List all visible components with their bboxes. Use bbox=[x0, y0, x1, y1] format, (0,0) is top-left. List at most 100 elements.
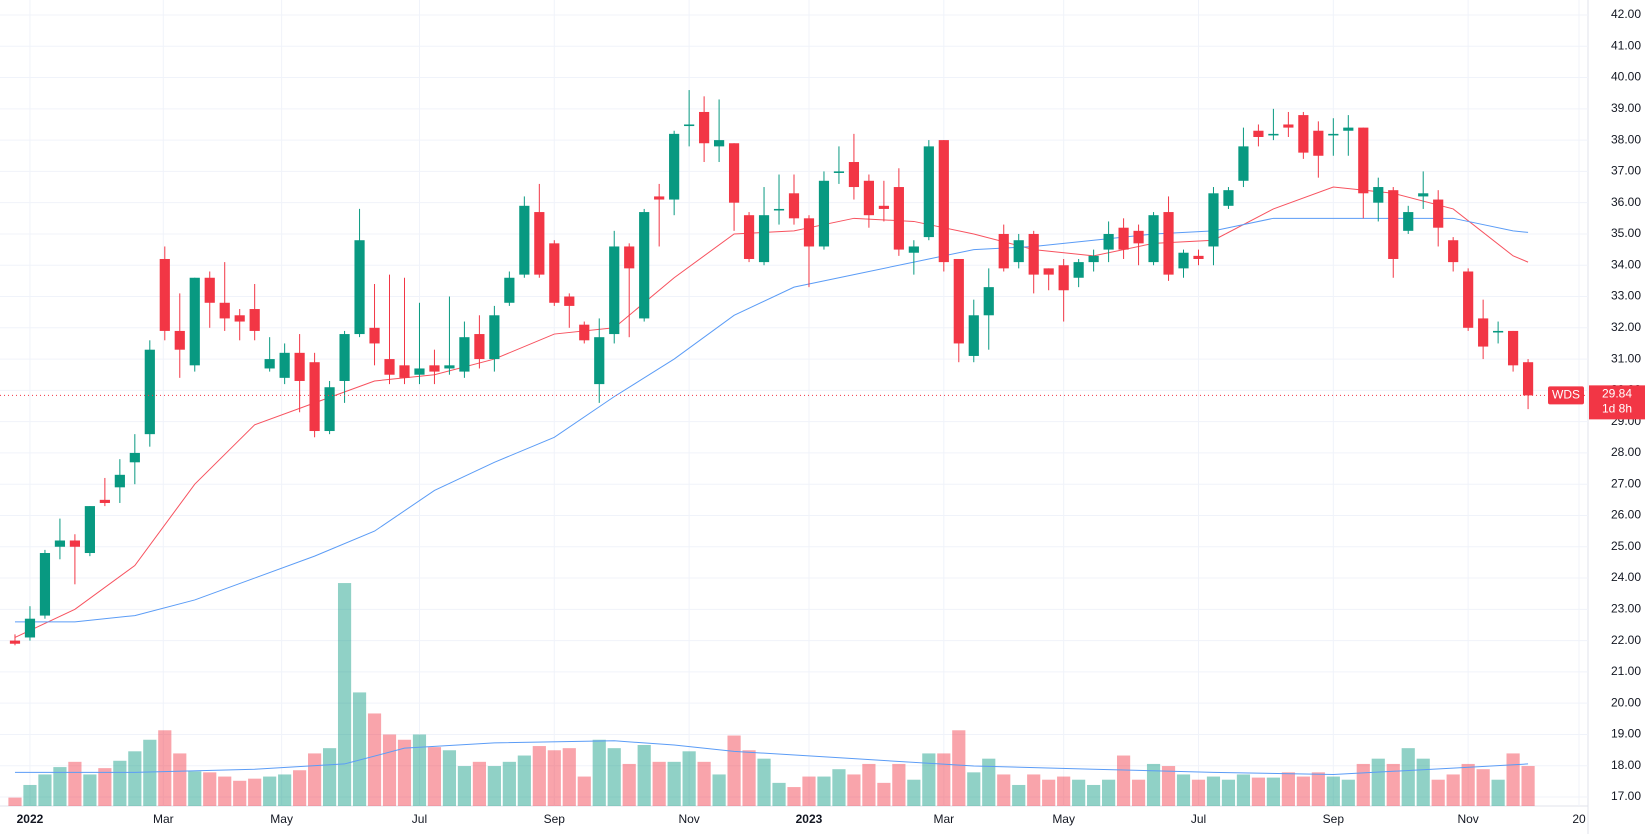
y-tick-label: 20.00 bbox=[1611, 695, 1641, 709]
candle-body bbox=[1283, 124, 1294, 128]
volume-bar bbox=[1221, 779, 1236, 806]
x-tick-label: Mar bbox=[933, 812, 954, 826]
volume-bar bbox=[802, 776, 816, 806]
volume-bar bbox=[1446, 774, 1460, 806]
volume-bar bbox=[517, 755, 531, 806]
candle-body bbox=[324, 387, 335, 432]
volume-bar bbox=[1371, 758, 1385, 806]
volume-bar bbox=[1176, 774, 1191, 806]
candle-body bbox=[728, 143, 740, 203]
volume-bar bbox=[1461, 763, 1475, 806]
price-label: 29.84 bbox=[1602, 387, 1632, 401]
volume-bar bbox=[952, 730, 966, 806]
y-tick-label: 21.00 bbox=[1611, 664, 1641, 678]
volume-bar bbox=[1251, 777, 1266, 806]
candle-body bbox=[1493, 330, 1504, 333]
y-tick-label: 42.00 bbox=[1611, 7, 1641, 21]
y-tick-label: 32.00 bbox=[1611, 320, 1641, 334]
candle-body bbox=[279, 352, 290, 378]
volume-bar bbox=[98, 768, 112, 806]
volume-bar bbox=[607, 748, 621, 806]
candle-body bbox=[1193, 255, 1204, 259]
volume-bar bbox=[892, 763, 906, 806]
candle-body bbox=[684, 124, 695, 127]
candle-body bbox=[1223, 190, 1234, 206]
candle-body bbox=[234, 315, 245, 322]
candle-body bbox=[908, 246, 919, 253]
y-tick-label: 36.00 bbox=[1611, 195, 1641, 209]
volume-bar bbox=[173, 753, 187, 806]
y-tick-label: 25.00 bbox=[1611, 539, 1641, 553]
volume-bar bbox=[532, 746, 546, 806]
x-tick-label: 20 bbox=[1572, 812, 1586, 826]
volume-bar bbox=[727, 735, 741, 806]
y-tick-label: 23.00 bbox=[1611, 601, 1641, 615]
volume-bar bbox=[457, 766, 472, 806]
volume-bar bbox=[1386, 763, 1400, 806]
candle-body bbox=[99, 499, 110, 503]
x-tick-label: May bbox=[1052, 812, 1075, 826]
candle-body bbox=[938, 140, 949, 263]
volume-bar bbox=[592, 739, 606, 806]
candle-body bbox=[743, 215, 755, 259]
volume-bar bbox=[982, 758, 996, 806]
candle-body bbox=[848, 162, 860, 188]
candle-body bbox=[429, 365, 440, 372]
volume-bar bbox=[263, 776, 277, 806]
candle-body bbox=[114, 474, 125, 488]
candle-body bbox=[624, 246, 635, 269]
volume-bar bbox=[68, 761, 82, 806]
volume-bar bbox=[308, 753, 322, 806]
volume-bar bbox=[577, 776, 591, 806]
symbol-tag-bg bbox=[1548, 386, 1584, 405]
candle-body bbox=[773, 208, 785, 211]
candle-body bbox=[519, 205, 530, 275]
candle-body bbox=[84, 506, 95, 554]
y-tick-label: 17.00 bbox=[1611, 789, 1641, 803]
moving-average bbox=[14, 217, 1529, 623]
volume-bar bbox=[427, 747, 442, 806]
volume-bar bbox=[412, 734, 427, 806]
candle-body bbox=[983, 287, 994, 316]
candle-body bbox=[1478, 318, 1489, 347]
moving-average bbox=[14, 186, 1529, 638]
candle-body bbox=[369, 327, 380, 344]
volume-bar bbox=[547, 750, 561, 806]
candle-body bbox=[294, 352, 305, 381]
volume-bar bbox=[472, 761, 486, 806]
candle-body bbox=[923, 146, 934, 238]
candle-body bbox=[504, 277, 515, 303]
candle-body bbox=[354, 240, 365, 335]
candle-body bbox=[1343, 127, 1354, 131]
volume-bar bbox=[712, 774, 726, 806]
candle-body bbox=[788, 193, 800, 219]
volume-bar bbox=[113, 760, 127, 806]
volume-bar bbox=[1027, 774, 1041, 806]
volume-bar bbox=[1311, 772, 1325, 806]
candle-body bbox=[249, 309, 260, 331]
volume-bar bbox=[1116, 755, 1131, 806]
candle-body bbox=[1148, 215, 1159, 263]
candle-body bbox=[953, 258, 964, 344]
y-tick-label: 37.00 bbox=[1611, 164, 1641, 178]
y-tick-label: 38.00 bbox=[1611, 132, 1641, 146]
candle-body bbox=[1313, 130, 1324, 156]
candle-body bbox=[159, 258, 170, 331]
y-tick-label: 35.00 bbox=[1611, 226, 1641, 240]
candle-body bbox=[534, 212, 545, 275]
volume-bar bbox=[442, 750, 457, 806]
volume-bar bbox=[652, 761, 666, 806]
candle-body bbox=[384, 359, 395, 375]
candle-body bbox=[549, 243, 560, 303]
candle-body bbox=[264, 359, 275, 369]
candle-body bbox=[1403, 212, 1414, 231]
x-tick-label: Jul bbox=[1191, 812, 1206, 826]
candle-body bbox=[833, 171, 845, 173]
y-tick-label: 40.00 bbox=[1611, 70, 1641, 84]
volume-bar bbox=[1191, 779, 1206, 806]
volume-bar bbox=[1296, 776, 1310, 806]
candle-body bbox=[564, 296, 575, 306]
candle-body bbox=[459, 337, 470, 372]
volume-bar bbox=[1506, 753, 1520, 806]
